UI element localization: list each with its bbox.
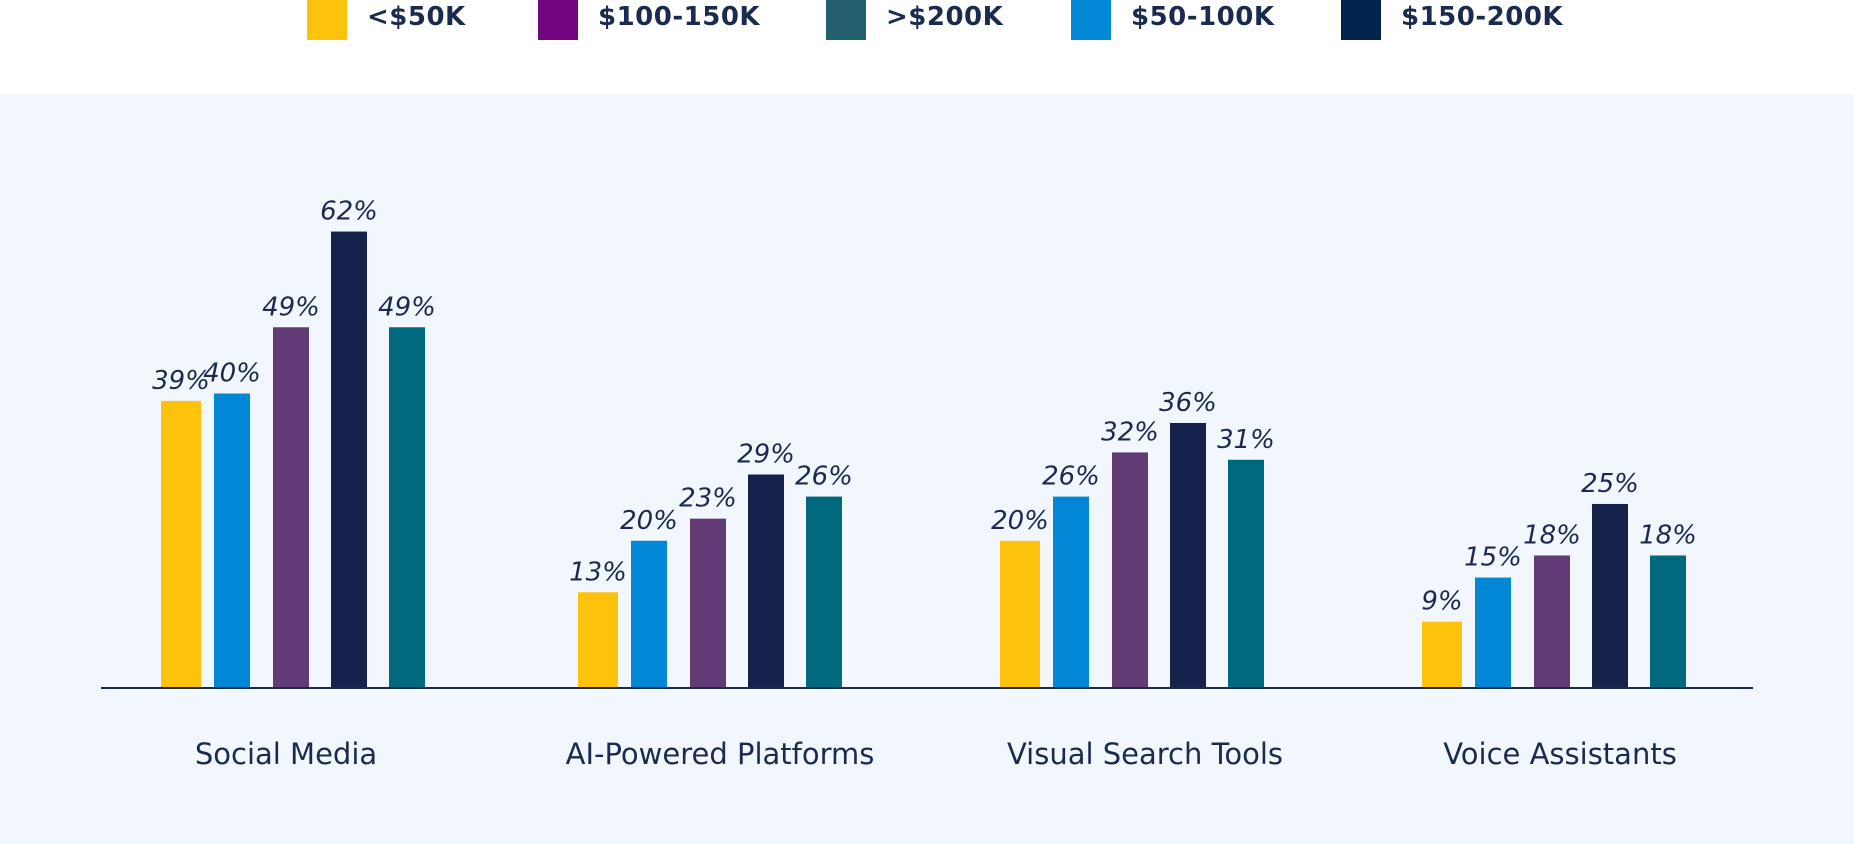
bar: [1053, 496, 1089, 688]
bar: [1112, 452, 1148, 688]
category-label: Voice Assistants: [1443, 737, 1677, 771]
bar: [1650, 555, 1686, 688]
legend-swatch: [1341, 0, 1381, 40]
bar-value-label: 23%: [679, 484, 737, 514]
bar-chart: 39%40%49%62%49%Social Media13%20%23%29%2…: [101, 197, 1753, 771]
bar: [273, 327, 309, 688]
legend-label: $100-150K: [598, 2, 761, 32]
legend-swatch: [538, 0, 578, 40]
category-label: Visual Search Tools: [1007, 737, 1283, 771]
bar-value-label: 26%: [1042, 462, 1100, 492]
bar-value-label: 18%: [1639, 520, 1697, 550]
bar: [690, 518, 726, 688]
bar-value-label: 32%: [1101, 417, 1159, 447]
bar: [331, 231, 367, 688]
bar-value-label: 20%: [620, 506, 678, 536]
bar-value-label: 29%: [737, 440, 795, 470]
bar-value-label: 40%: [203, 359, 261, 389]
bar-value-label: 25%: [1581, 469, 1639, 499]
bar: [1534, 555, 1570, 688]
bar-value-label: 39%: [152, 366, 210, 396]
bar: [1228, 459, 1264, 688]
bar: [1422, 621, 1462, 688]
legend-label: $150-200K: [1401, 2, 1564, 32]
bar: [806, 496, 842, 688]
bar: [1592, 503, 1628, 688]
category-label: Social Media: [195, 737, 377, 771]
legend-swatch: [826, 0, 866, 40]
bar: [161, 400, 201, 688]
legend-label: $50-100K: [1131, 2, 1275, 32]
bar-value-label: 9%: [1421, 587, 1462, 617]
bar-value-label: 18%: [1523, 520, 1581, 550]
bar-value-label: 20%: [991, 506, 1049, 536]
bar-value-label: 49%: [262, 292, 320, 322]
bar: [1475, 577, 1511, 688]
legend-label: >$200K: [886, 2, 1004, 32]
bar: [389, 327, 425, 688]
bar-value-label: 31%: [1217, 425, 1275, 455]
bar: [1170, 422, 1206, 688]
legend-label: <$50K: [367, 2, 466, 32]
legend-swatch: [307, 0, 347, 40]
bar-value-label: 62%: [320, 197, 378, 227]
legend: <$50K $100-150K >$200K $50-100K $150-200K: [0, 0, 1854, 94]
bar-value-label: 26%: [795, 462, 853, 492]
category-label: AI-Powered Platforms: [566, 737, 875, 771]
bar: [578, 592, 618, 688]
bar-value-label: 13%: [569, 557, 627, 587]
bar: [1000, 540, 1040, 688]
plot-area: 39% 40% 49% 62% 49% Social Media 13% 20% 23% 29% 2…: [0, 94, 1854, 844]
bar-value-label: 49%: [378, 292, 436, 322]
bar: [631, 540, 667, 688]
legend-swatch: [1071, 0, 1111, 40]
bar: [214, 393, 250, 688]
bar: [748, 474, 784, 688]
bar-value-label: 15%: [1464, 543, 1522, 573]
bar-value-label: 36%: [1159, 388, 1217, 418]
